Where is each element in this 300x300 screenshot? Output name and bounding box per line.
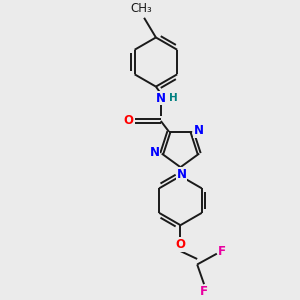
Text: N: N [194,124,204,137]
Text: N: N [176,168,186,181]
Text: O: O [176,238,185,251]
Text: N: N [156,92,166,105]
Text: O: O [123,115,134,128]
Text: F: F [200,285,208,298]
Text: CH₃: CH₃ [130,2,152,16]
Text: N: N [150,146,160,159]
Text: H: H [169,93,178,103]
Text: F: F [218,245,226,258]
